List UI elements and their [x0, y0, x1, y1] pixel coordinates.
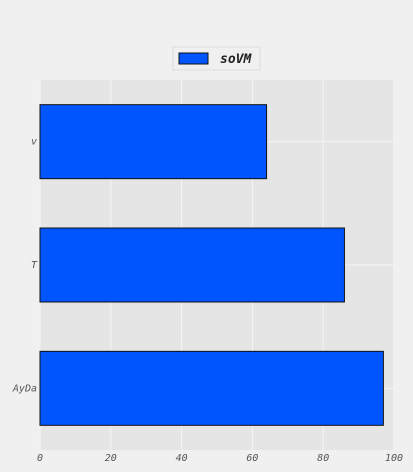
x-tick-label: 20: [105, 453, 117, 464]
bar: [39, 104, 268, 180]
x-tick-label: 80: [317, 453, 329, 464]
x-tick-label: 100: [385, 453, 403, 464]
y-tick-label: T: [31, 260, 38, 271]
legend: soVM: [172, 46, 261, 71]
bars: [39, 104, 384, 426]
x-tick-label: 60: [246, 453, 258, 464]
legend-label: soVM: [220, 52, 252, 67]
legend-swatch: [178, 52, 209, 65]
x-tick-labels: 0 20 40 60 80 100: [37, 453, 403, 464]
x-tick-label: 0: [37, 453, 43, 464]
x-tick-label: 40: [176, 453, 188, 464]
y-tick-label: v: [31, 137, 37, 148]
y-tick-label: AyDa: [12, 383, 37, 394]
bar: [39, 227, 345, 303]
y-tick-labels: AyDa Tv: [12, 137, 38, 395]
bar: [39, 350, 384, 426]
